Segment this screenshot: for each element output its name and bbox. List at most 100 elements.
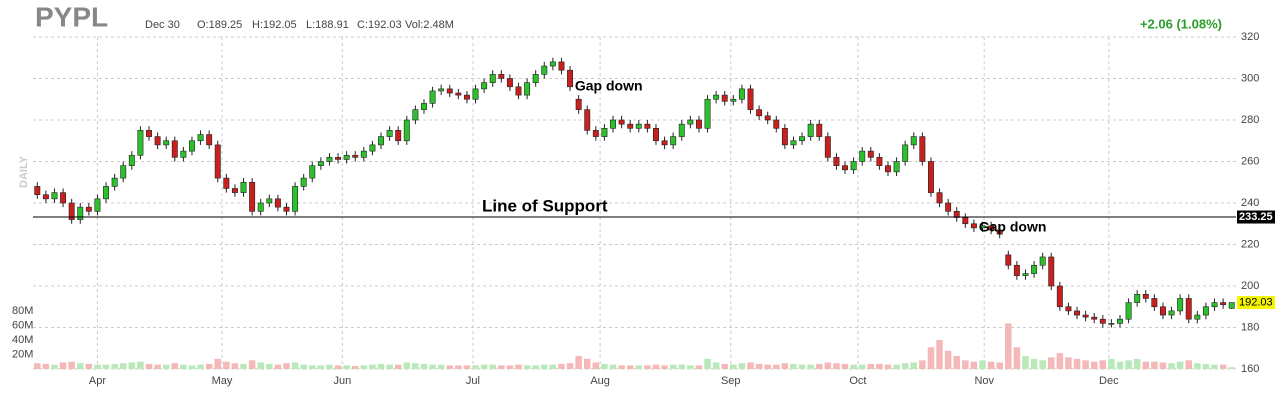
change: +2.06 (1.08%) — [1140, 16, 1222, 31]
volume-bar — [1108, 358, 1115, 369]
volume-bar — [274, 364, 282, 369]
volume-bar — [1013, 347, 1021, 369]
volume-bar — [188, 365, 196, 369]
candle-body — [1108, 323, 1115, 325]
volume-bar — [102, 364, 110, 369]
volume-bar — [807, 364, 814, 369]
volume-bar — [1047, 357, 1055, 369]
candle-body — [274, 198, 281, 208]
candle-body — [369, 144, 376, 152]
volume-bar — [171, 363, 179, 369]
candle-body — [180, 150, 187, 158]
volume-bar — [180, 364, 187, 369]
volume-bar — [953, 355, 960, 369]
volume-bar — [850, 364, 857, 369]
volume-bar — [1185, 360, 1193, 369]
volume-bar — [798, 364, 806, 369]
candle-body — [283, 206, 290, 212]
volume-bar — [678, 364, 686, 369]
candle-body — [678, 123, 685, 137]
volume-bar — [858, 364, 866, 369]
candle-body — [1159, 306, 1166, 316]
volume-bar — [566, 363, 574, 369]
candle-body — [1056, 285, 1063, 308]
candle-body — [1185, 298, 1192, 320]
candle-body — [670, 136, 677, 146]
volume-bar — [59, 362, 67, 369]
volume-bar — [1151, 361, 1158, 369]
candle-body — [738, 88, 745, 100]
close-info: C:192.03 — [357, 19, 402, 31]
support-value: 233.25 — [1239, 211, 1273, 223]
volume-bar — [867, 363, 875, 369]
candle-body — [1013, 264, 1020, 276]
candle-body — [713, 94, 720, 100]
volume-bar — [979, 360, 986, 369]
x-tick-label: Dec — [1099, 375, 1119, 387]
x-tick-label: Apr — [89, 375, 106, 387]
x-tick-label: Jul — [466, 375, 480, 387]
low-info: L:188.91 — [306, 19, 349, 31]
volume-bar — [893, 364, 900, 369]
candle-body — [300, 177, 307, 187]
candle-body — [1082, 314, 1089, 318]
volume-bar — [489, 364, 496, 369]
candle-body — [927, 161, 934, 193]
volume-bar — [257, 362, 264, 369]
candle-body — [128, 154, 135, 166]
volume-bar — [773, 364, 780, 369]
candle-body — [240, 181, 247, 193]
candle-body — [463, 94, 470, 100]
candle-body — [756, 109, 763, 117]
volume-bar — [412, 363, 419, 369]
volume-bar — [68, 361, 75, 369]
candle-body — [610, 119, 616, 129]
candle-body — [876, 157, 883, 166]
high-info: H:192.05 — [252, 19, 297, 31]
volume-bar — [815, 363, 823, 369]
volume-bar — [197, 364, 204, 369]
volume-bar — [1056, 353, 1064, 369]
y-tick-label: 240 — [1241, 197, 1259, 209]
candle-body — [988, 225, 995, 231]
volume-bar — [841, 363, 849, 369]
candle-body — [601, 128, 608, 137]
volume-bar — [901, 363, 909, 369]
candle-body — [378, 136, 384, 146]
volume-bar — [626, 365, 634, 369]
candle-body — [687, 119, 694, 125]
candle-body — [360, 150, 367, 158]
volume-bar — [145, 363, 153, 369]
volume-bar — [154, 364, 161, 369]
candle-body — [352, 154, 359, 158]
volume-bar — [506, 365, 514, 369]
volume-bar — [231, 363, 239, 369]
candle-body — [1211, 302, 1218, 308]
y-tick-label: 300 — [1241, 72, 1259, 84]
volume-bar — [480, 364, 488, 369]
volume-bar — [592, 362, 600, 369]
candle-body — [481, 82, 488, 90]
volume-bar — [669, 364, 677, 369]
volume-bar — [1202, 363, 1210, 369]
volume-bar — [128, 362, 136, 369]
open-info: O:189.25 — [197, 19, 242, 31]
y-tick-label: 260 — [1241, 155, 1259, 167]
candle-body — [137, 130, 144, 156]
volume-bar — [661, 365, 668, 369]
candle-body — [850, 161, 857, 171]
volume-bar — [455, 365, 462, 369]
volume-bar — [1159, 362, 1167, 369]
candle-body — [644, 123, 651, 129]
volume-bar — [334, 365, 342, 369]
x-tick-label: Nov — [974, 375, 994, 387]
candle-body — [489, 74, 496, 83]
volume-bar — [747, 362, 754, 369]
candle-body — [412, 109, 419, 121]
candle-body — [335, 157, 342, 160]
volume-bar — [704, 358, 711, 369]
candle-body — [627, 123, 634, 129]
candle-body — [223, 177, 230, 189]
volume-bar — [76, 363, 84, 369]
